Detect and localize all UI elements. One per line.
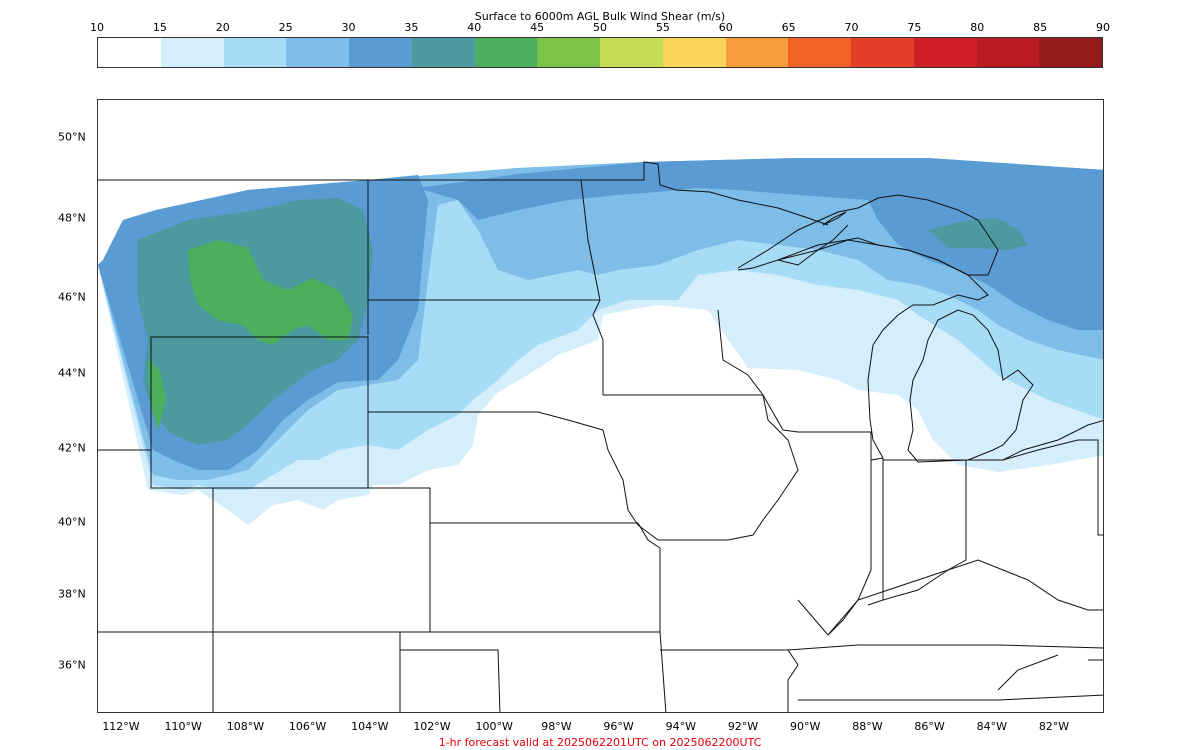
colorbar-tick-label: 75 bbox=[907, 21, 922, 34]
wy-id-border bbox=[98, 337, 152, 451]
longitude-label: 82°W bbox=[1038, 720, 1070, 733]
colorbar-tick-label: 20 bbox=[215, 21, 230, 34]
southern-border bbox=[798, 694, 1103, 701]
kentucky-border bbox=[797, 559, 1103, 636]
latitude-label: 44°N bbox=[58, 366, 86, 380]
indiana-ohio-border bbox=[882, 459, 967, 601]
longitude-label: 100°W bbox=[475, 720, 513, 733]
illinois-border bbox=[762, 394, 872, 636]
shear-shading bbox=[98, 158, 1103, 525]
longitude-label: 110°W bbox=[164, 720, 202, 733]
wisconsin-border bbox=[717, 224, 849, 396]
colorbar-segment bbox=[788, 38, 851, 67]
longitude-label: 106°W bbox=[288, 720, 327, 733]
longitude-label: 92°W bbox=[727, 720, 759, 733]
colorbar-tick-label: 25 bbox=[278, 21, 293, 34]
latitude-label: 38°N bbox=[58, 587, 86, 601]
iowa-border bbox=[602, 394, 799, 541]
colorbar-segment bbox=[662, 38, 726, 67]
sd-ne-border bbox=[368, 411, 604, 431]
latitude-label: 46°N bbox=[58, 290, 86, 304]
colorbar-tick-label: 90 bbox=[1096, 21, 1110, 34]
longitude-label: 96°W bbox=[603, 720, 634, 733]
lower-michigan bbox=[907, 309, 1034, 463]
longitude-label: 90°W bbox=[790, 720, 821, 733]
colorbar-tick-label: 85 bbox=[1033, 21, 1048, 34]
alabama-ga-border bbox=[997, 654, 1103, 691]
colorbar-segment bbox=[286, 38, 349, 67]
oklahoma-border bbox=[98, 631, 501, 712]
lake-michigan-west bbox=[867, 344, 884, 459]
longitude-label: 84°W bbox=[976, 720, 1007, 733]
colorbar-tick-label: 55 bbox=[655, 21, 670, 34]
colorbar-tick-label: 30 bbox=[341, 21, 356, 34]
longitude-label: 108°W bbox=[226, 720, 265, 733]
longitude-label: 86°W bbox=[914, 720, 945, 733]
colorbar-tick-label: 65 bbox=[781, 21, 796, 34]
longitude-label: 112°W bbox=[102, 720, 140, 733]
colorbar-title: Surface to 6000m AGL Bulk Wind Shear (m/… bbox=[474, 10, 726, 23]
colorbar-tick-label: 80 bbox=[970, 21, 985, 34]
forecast-footer: 1-hr forecast valid at 2025062201UTC on … bbox=[438, 736, 762, 749]
colorbar-segment bbox=[474, 38, 538, 67]
kansas-missouri-border bbox=[430, 522, 661, 633]
shear-region-35-40 bbox=[138, 198, 1028, 445]
colorbar-segment bbox=[411, 38, 475, 67]
map-frame bbox=[97, 99, 1104, 713]
arkansas-border bbox=[660, 649, 799, 712]
latitude-label: 50°N bbox=[58, 130, 86, 144]
latitude-label: 42°N bbox=[58, 441, 86, 455]
colorbar-tick-labels: 10 15 20 25 30 35 40 45 50 55 60 65 70 75 80 85 90 bbox=[0, 21, 1200, 35]
nd-mn-border bbox=[580, 179, 604, 395]
colorbar-tick-label: 40 bbox=[467, 21, 482, 34]
longitude-label: 98°W bbox=[541, 720, 572, 733]
tennessee-border bbox=[787, 644, 1103, 651]
colorbar-segment bbox=[913, 38, 977, 67]
michigan-upper-peninsula bbox=[777, 237, 989, 346]
longitude-label: 88°W bbox=[852, 720, 883, 733]
shear-region-40-45 bbox=[148, 240, 353, 430]
lake-superior bbox=[737, 194, 999, 276]
lake-erie bbox=[1002, 420, 1103, 461]
colorbar-tick-label: 45 bbox=[530, 21, 545, 34]
indiana-border bbox=[867, 432, 884, 606]
colorbar-segment bbox=[160, 38, 224, 67]
longitude-label: 94°W bbox=[665, 720, 696, 733]
latitude-label: 36°N bbox=[58, 658, 86, 672]
colorbar-segment bbox=[537, 38, 600, 67]
colorbar-tick-label: 35 bbox=[404, 21, 419, 34]
longitude-label: 104°W bbox=[351, 720, 389, 733]
colorbar-tick-label: 15 bbox=[152, 21, 167, 34]
colorbar-segment bbox=[851, 38, 914, 67]
latitude-label: 40°N bbox=[58, 515, 86, 529]
colorbar-segment bbox=[1039, 38, 1102, 67]
colorbar-segment bbox=[98, 38, 161, 67]
colorbar-tick-label: 70 bbox=[844, 21, 859, 34]
longitude-label: 102°W bbox=[413, 720, 451, 733]
isle-royale bbox=[822, 211, 847, 226]
colorbar-tick-label: 60 bbox=[718, 21, 733, 34]
colorbar-tick-label: 10 bbox=[90, 21, 104, 34]
missouri-east bbox=[659, 631, 667, 712]
wind-shear-map bbox=[98, 158, 1103, 712]
colorbar-tick-label: 50 bbox=[593, 21, 607, 34]
state-boundaries bbox=[98, 161, 1103, 712]
colorbar-segment bbox=[725, 38, 789, 67]
colorbar-segment bbox=[349, 38, 412, 67]
colorbar bbox=[97, 37, 1103, 68]
colorbar-segment bbox=[976, 38, 1040, 67]
colorbar-segment bbox=[600, 38, 663, 67]
colorbar-segment bbox=[223, 38, 287, 67]
latitude-label: 48°N bbox=[58, 211, 86, 225]
us-canada-border bbox=[98, 161, 829, 226]
